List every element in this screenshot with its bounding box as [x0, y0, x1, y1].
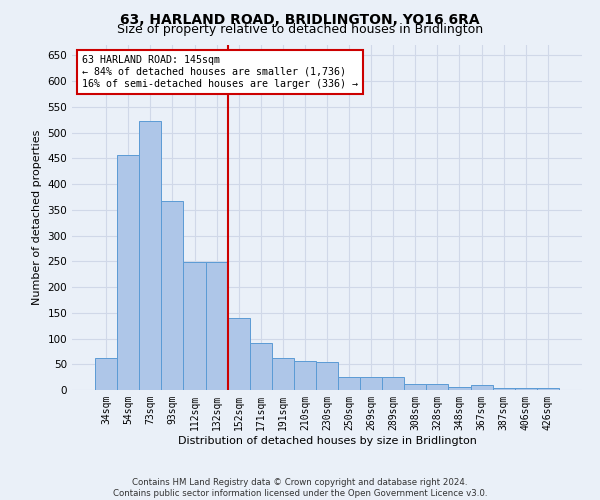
Text: Contains HM Land Registry data © Crown copyright and database right 2024.
Contai: Contains HM Land Registry data © Crown c… [113, 478, 487, 498]
Bar [272, 358, 294, 390]
Bar [515, 388, 537, 390]
Bar [360, 376, 382, 390]
Bar [161, 200, 184, 390]
Bar [493, 388, 515, 390]
Text: 63, HARLAND ROAD, BRIDLINGTON, YO16 6RA: 63, HARLAND ROAD, BRIDLINGTON, YO16 6RA [120, 12, 480, 26]
Bar [448, 387, 470, 390]
Bar [95, 358, 117, 390]
Bar [294, 360, 316, 390]
Bar [382, 376, 404, 390]
Bar [470, 386, 493, 390]
Bar [139, 121, 161, 390]
Bar [117, 154, 139, 390]
Y-axis label: Number of detached properties: Number of detached properties [32, 130, 42, 305]
Bar [227, 318, 250, 390]
Bar [250, 343, 272, 390]
Bar [184, 262, 206, 390]
X-axis label: Distribution of detached houses by size in Bridlington: Distribution of detached houses by size … [178, 436, 476, 446]
Bar [537, 388, 559, 390]
Bar [206, 262, 227, 390]
Bar [338, 376, 360, 390]
Bar [427, 384, 448, 390]
Bar [316, 362, 338, 390]
Text: 63 HARLAND ROAD: 145sqm
← 84% of detached houses are smaller (1,736)
16% of semi: 63 HARLAND ROAD: 145sqm ← 84% of detache… [82, 56, 358, 88]
Bar [404, 384, 427, 390]
Text: Size of property relative to detached houses in Bridlington: Size of property relative to detached ho… [117, 22, 483, 36]
